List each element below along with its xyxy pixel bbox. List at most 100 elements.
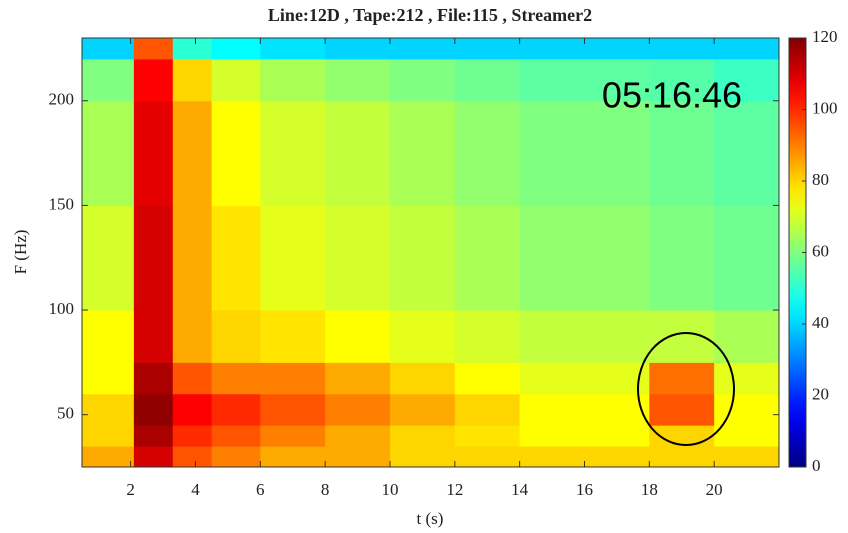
plot-frame <box>81 37 780 468</box>
cell <box>714 425 779 447</box>
cell <box>82 446 135 467</box>
cell <box>133 362 174 395</box>
cell <box>260 38 326 60</box>
y-tick-label: 200 <box>49 90 75 109</box>
cell <box>649 393 715 426</box>
cell <box>389 38 456 60</box>
cell <box>260 58 326 102</box>
cell <box>325 205 391 311</box>
cell <box>649 58 715 102</box>
cell <box>389 446 456 467</box>
cell <box>454 446 521 467</box>
cell <box>211 205 261 311</box>
cell <box>649 100 715 206</box>
cell <box>649 38 715 60</box>
cell <box>133 205 174 311</box>
cell <box>714 100 779 206</box>
cell <box>714 393 779 426</box>
cell <box>454 362 521 395</box>
cell <box>389 205 456 311</box>
cell <box>211 393 261 426</box>
cell <box>260 362 326 395</box>
cell <box>211 100 261 206</box>
cell <box>211 446 261 467</box>
cell <box>454 100 521 206</box>
x-tick-label: 2 <box>126 480 135 499</box>
colorbar-tick-label: 60 <box>812 241 829 260</box>
cell <box>325 58 391 102</box>
cell <box>260 100 326 206</box>
cell <box>519 38 650 60</box>
cell <box>519 205 650 311</box>
cell <box>519 446 650 467</box>
annotation: 05:16:46 <box>602 75 742 116</box>
cell <box>133 425 174 447</box>
cell <box>172 362 213 395</box>
cell <box>260 393 326 426</box>
cell <box>172 393 213 426</box>
cell <box>454 393 521 426</box>
cell <box>649 205 715 311</box>
cell <box>325 100 391 206</box>
x-tick-label: 10 <box>381 480 398 499</box>
cell <box>172 58 213 102</box>
cell <box>649 446 715 467</box>
cell <box>82 58 135 102</box>
cell <box>211 425 261 447</box>
chart-title: Line:12D , Tape:212 , File:115 , Streame… <box>268 5 592 25</box>
cell <box>714 362 779 395</box>
cell <box>133 58 174 102</box>
colorbar-tick-label: 40 <box>812 313 829 332</box>
x-tick-label: 14 <box>511 480 529 499</box>
cell <box>325 362 391 395</box>
cell <box>82 205 135 311</box>
x-tick-label: 20 <box>706 480 723 499</box>
cell <box>389 425 456 447</box>
cell <box>454 205 521 311</box>
x-tick-label: 4 <box>191 480 200 499</box>
cell <box>211 58 261 102</box>
cell <box>714 310 779 363</box>
x-tick-label: 18 <box>641 480 658 499</box>
cell <box>649 362 715 395</box>
cell <box>454 38 521 60</box>
cell <box>714 205 779 311</box>
cell <box>389 100 456 206</box>
cell <box>519 58 650 102</box>
cell <box>519 100 650 206</box>
cell <box>82 38 135 60</box>
cell <box>519 362 650 395</box>
cell <box>82 310 135 363</box>
highlight-circle <box>637 332 735 446</box>
cell <box>325 425 391 447</box>
spectrogram <box>82 38 779 467</box>
colorbar-tick-label: 100 <box>812 98 838 117</box>
cell <box>389 362 456 395</box>
cell <box>260 425 326 447</box>
cell <box>389 393 456 426</box>
cell <box>211 38 261 60</box>
cell <box>133 393 174 426</box>
cell <box>133 100 174 206</box>
colorbar-tick-label: 80 <box>812 170 829 189</box>
cell <box>714 446 779 467</box>
cell <box>454 310 521 363</box>
x-tick-label: 12 <box>446 480 463 499</box>
cell <box>172 425 213 447</box>
cell <box>325 310 391 363</box>
cell <box>260 205 326 311</box>
cell <box>260 446 326 467</box>
cell <box>714 58 779 102</box>
cell <box>389 310 456 363</box>
cell <box>519 310 650 363</box>
cell <box>172 205 213 311</box>
y-tick-label: 150 <box>49 194 75 213</box>
cell <box>260 310 326 363</box>
cell <box>82 100 135 206</box>
x-axis-label: t (s) <box>417 509 444 528</box>
cell <box>172 446 213 467</box>
cell <box>172 310 213 363</box>
cell <box>454 58 521 102</box>
y-tick-label: 50 <box>57 404 74 423</box>
x-tick-label: 6 <box>256 480 265 499</box>
